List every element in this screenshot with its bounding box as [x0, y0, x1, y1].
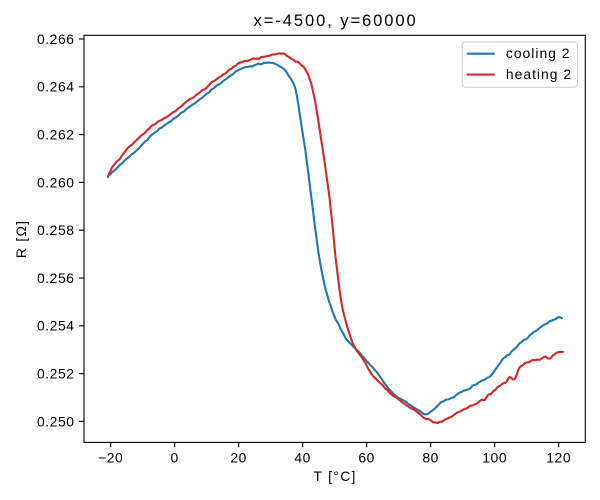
svg-text:100: 100 [482, 449, 507, 465]
svg-text:0.264: 0.264 [37, 79, 75, 95]
svg-text:0: 0 [171, 449, 179, 465]
svg-text:60: 60 [358, 449, 375, 465]
svg-text:heating 2: heating 2 [506, 66, 572, 82]
svg-text:0.250: 0.250 [37, 413, 75, 429]
svg-text:T [°C]: T [°C] [313, 468, 356, 484]
svg-text:0.256: 0.256 [37, 270, 75, 286]
svg-text:−20: −20 [98, 449, 123, 465]
svg-text:cooling 2: cooling 2 [506, 45, 571, 61]
svg-text:0.266: 0.266 [37, 31, 75, 47]
svg-text:0.254: 0.254 [37, 318, 75, 334]
svg-text:R [Ω]: R [Ω] [13, 220, 29, 259]
svg-text:0.260: 0.260 [37, 174, 75, 190]
svg-text:40: 40 [294, 449, 311, 465]
svg-text:80: 80 [422, 449, 439, 465]
svg-text:0.262: 0.262 [37, 127, 75, 143]
svg-text:0.258: 0.258 [37, 222, 75, 238]
svg-text:0.252: 0.252 [37, 366, 75, 382]
svg-text:120: 120 [546, 449, 571, 465]
svg-text:x=-4500, y=60000: x=-4500, y=60000 [254, 11, 418, 30]
svg-text:20: 20 [230, 449, 247, 465]
